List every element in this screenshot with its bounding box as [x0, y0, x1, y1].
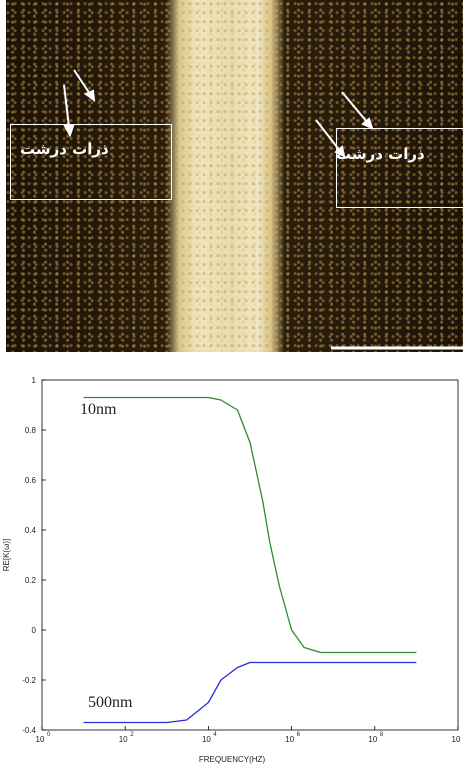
x-tick-exponent: 6 — [297, 732, 301, 738]
annotation: ذرات درشت — [20, 140, 109, 158]
x-tick-exponent: 2 — [130, 732, 134, 738]
chart: FREQUENCY(HZ) RE[K(ω)] 10nm 500nm -0.4 -0… — [2, 376, 461, 764]
annotation-box — [336, 128, 463, 208]
x-tick-label: 10 — [452, 735, 461, 744]
series-label: 10nm — [80, 401, 117, 418]
y-tick-label: 0.6 — [25, 476, 37, 485]
x-tick-label: 10 — [119, 735, 128, 744]
y-tick-label: -0.2 — [22, 676, 36, 685]
x-tick-label: 10 — [36, 735, 45, 744]
x-tick-label: 10 — [368, 735, 377, 744]
x-tick-label: 10 — [285, 735, 294, 744]
line — [83, 396, 417, 654]
plot-frame — [41, 379, 459, 731]
y-tick-label: -0.4 — [22, 726, 36, 735]
annotation-box — [10, 124, 172, 200]
x-tick-label: 10 — [202, 735, 211, 744]
x-tick-exponent: 4 — [213, 732, 217, 738]
y-tick-label: 0.4 — [25, 526, 37, 535]
series-label: 500nm — [88, 694, 133, 711]
annotation: ذرات درشت — [336, 145, 425, 163]
arrows — [63, 69, 463, 350]
y-axis-label: RE[K(ω)] — [2, 539, 11, 571]
y-tick-label: 0.2 — [25, 576, 37, 585]
line — [83, 661, 417, 724]
x-tick-exponent: 0 — [47, 732, 51, 738]
micrograph: ذرات درشت ذرات درشت — [6, 0, 463, 352]
y-tick-label: 0 — [32, 626, 37, 635]
x-axis-label: FREQUENCY(HZ) — [199, 755, 266, 764]
y-tick-label: 0.8 — [25, 426, 37, 435]
y-tick-label: 1 — [32, 376, 37, 385]
x-tick-exponent: 8 — [380, 732, 384, 738]
